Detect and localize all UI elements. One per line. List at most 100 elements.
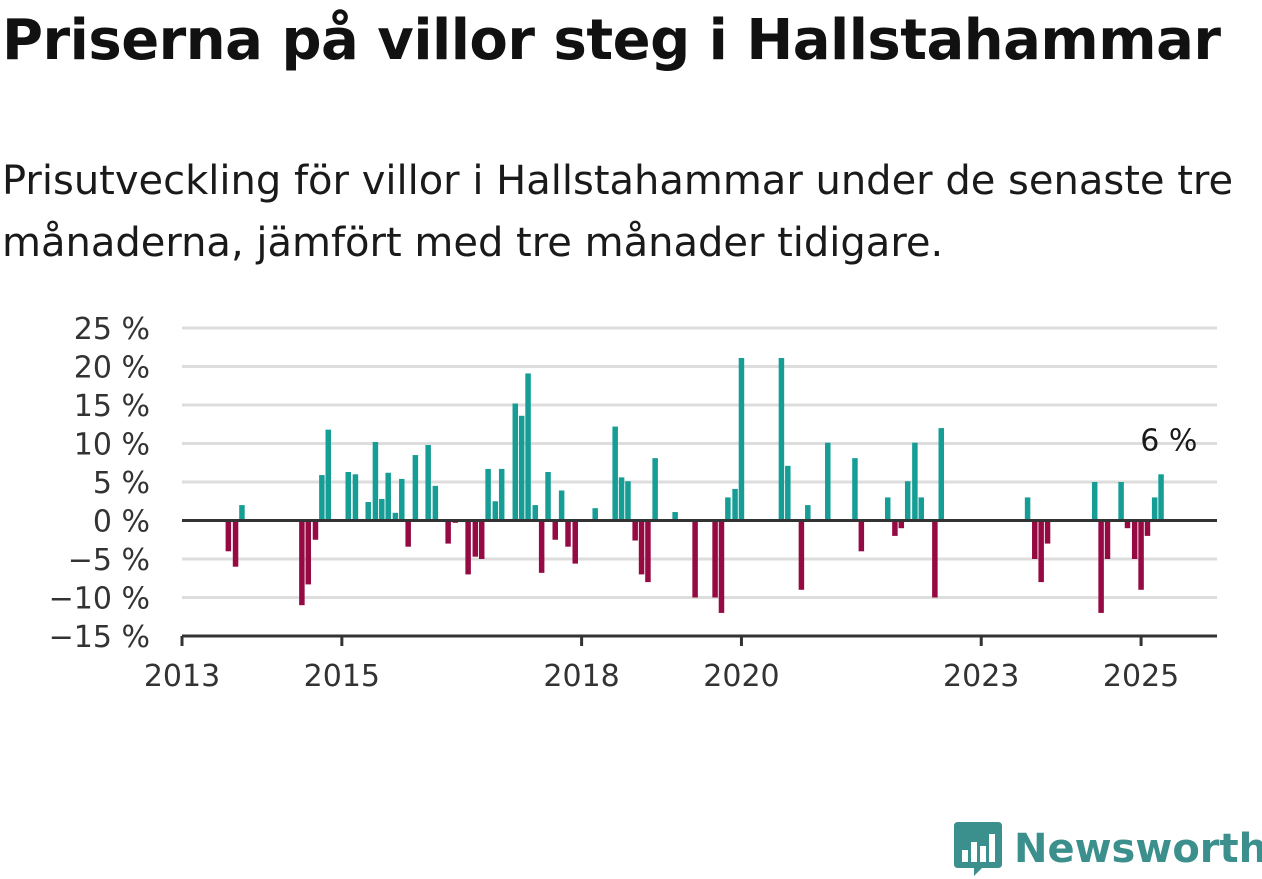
bar [565,520,571,547]
bar [645,520,651,583]
bar [718,520,725,613]
bar [399,478,405,521]
bar [712,520,718,598]
bar [852,458,858,521]
bar [1038,520,1044,583]
bar [512,403,519,521]
bar [725,497,731,521]
bar [884,497,891,521]
bar [632,520,638,541]
bar [1131,520,1138,559]
bar [365,502,371,521]
y-axis-ticks: 25 % 20 %15 % 10 %5 % 0 %−5 % −10 %−15 % [49,312,150,655]
bar [1032,520,1038,559]
y-tick-label: 15 % [74,389,150,424]
y-tick-label: 10 % [74,428,150,463]
bar [858,520,865,552]
x-axis-ticks: 2013 2015 2018 2020 2023 2025 [144,636,1179,694]
bar [532,505,539,521]
bar [638,520,645,575]
bar [918,497,925,521]
bar [312,520,319,540]
bar [465,520,471,575]
bar [612,426,618,521]
bar [552,520,558,540]
bar [518,415,525,521]
bar [485,468,491,521]
bar [239,505,245,521]
bar [385,472,391,521]
bar [1118,482,1124,521]
x-tick-label: 2018 [543,659,619,694]
bar [372,441,379,521]
bar [319,475,325,521]
bar [538,520,545,573]
bar [1098,520,1104,613]
bar [932,520,938,598]
newsworthy-logo-icon [954,822,1002,876]
bar [299,520,305,606]
y-tick-label: 5 % [93,466,150,501]
bar [785,465,791,521]
bar [825,442,831,521]
bar [1091,482,1098,521]
bar [325,429,332,521]
brand-logo: Newsworthy [952,820,1262,878]
bar [412,455,419,521]
bar [345,471,351,521]
x-tick-label: 2015 [304,659,380,694]
bar [798,520,805,590]
bar [472,520,479,557]
bar [405,520,411,547]
bar [904,481,911,521]
bar [892,520,898,536]
y-tick-label: −10 % [49,582,150,617]
bars [225,358,1164,613]
bar [652,458,658,521]
annotations: 6 % [1140,423,1197,458]
chart-subtitle: Prisutveckling för villor i Hallstahamma… [2,158,1234,266]
bar [1124,520,1131,529]
bar [1024,497,1031,521]
latest-value-label: 6 % [1140,423,1197,458]
bar [898,520,905,529]
bar [525,373,531,521]
bar [232,520,239,567]
y-tick-label: −5 % [68,543,150,578]
bar [672,512,678,521]
bar [558,490,565,521]
bar [225,520,232,552]
brand-name: Newsworthy [1014,826,1262,872]
bar [1104,520,1111,559]
x-tick-label: 2020 [703,659,779,694]
bar [692,520,698,598]
bar [425,445,431,521]
bar [379,498,385,521]
bar [445,520,451,544]
bar [625,481,631,521]
bar [478,520,485,559]
bar [732,488,738,521]
bar [1144,520,1151,536]
bar [592,508,598,521]
bar [492,501,499,521]
bar [912,442,918,521]
bar [738,358,745,521]
bar [1151,497,1158,521]
chart-title: Priserna på villor steg i Hallstahammar [2,8,1221,73]
x-tick-label: 2013 [144,659,220,694]
bar [305,520,312,585]
y-tick-label: 25 % [74,312,150,347]
y-tick-label: 0 % [93,505,150,540]
y-tick-label: −15 % [49,620,150,655]
bar [938,428,945,521]
bar [1044,520,1051,544]
bar [805,505,811,521]
bar [392,512,399,521]
bar-chart: 25 % 20 %15 % 10 %5 % 0 %−5 % −10 %−15 % 201… [49,312,1217,694]
bar [432,485,439,521]
bar [572,520,578,564]
bar [1138,520,1144,590]
bar [498,468,505,521]
bar [352,474,359,521]
